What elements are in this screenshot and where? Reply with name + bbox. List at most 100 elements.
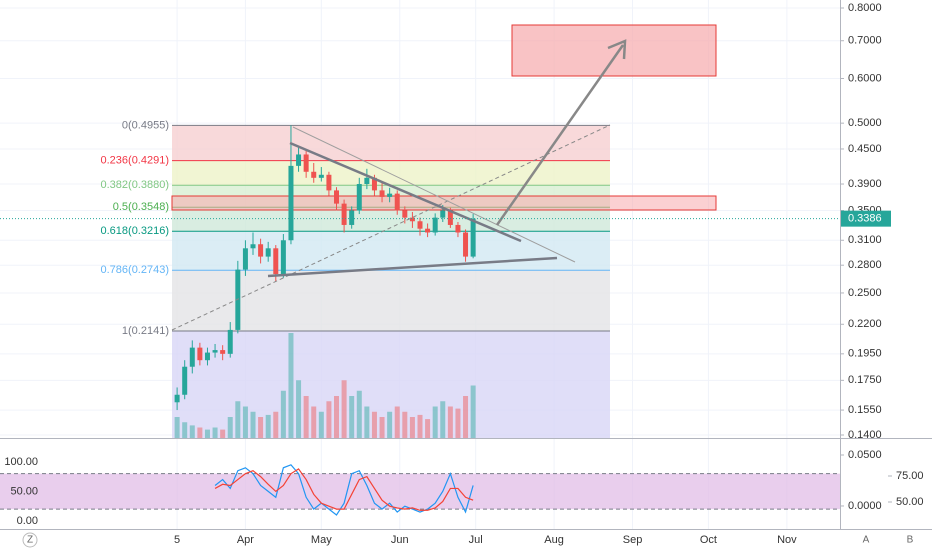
toolbar-button[interactable]	[22, 532, 38, 548]
x-tick-label: Oct	[700, 534, 717, 546]
fib-label: 0(0.4955)	[122, 119, 169, 131]
candle-body	[303, 154, 309, 172]
volume-bar	[235, 401, 241, 438]
toolbar-label[interactable]: B	[907, 535, 914, 546]
osc-tick-label: 0.00	[17, 515, 38, 527]
candle-body	[235, 269, 241, 330]
volume-bar	[417, 414, 423, 438]
fib-label: 0.618(0.3216)	[101, 225, 170, 237]
volume-bar	[318, 411, 324, 438]
osc-line	[214, 468, 474, 511]
volume	[174, 333, 476, 438]
candle-body	[463, 232, 469, 257]
x-tick-label: Jul	[469, 534, 483, 546]
x-tick-label: Nov	[777, 534, 797, 546]
candle-body	[265, 248, 271, 257]
fib-retracement: 0(0.4955) 0.236(0.4291) 0.382(0.3880) 0.5(0…	[101, 119, 610, 438]
resistance-box	[171, 195, 717, 211]
candle-body	[379, 190, 385, 197]
y-tick-label: 0.8000	[848, 2, 882, 14]
y-tick-label: 0.2200	[848, 318, 882, 330]
candle-body	[280, 240, 286, 275]
candle-body	[227, 329, 233, 354]
x-tick-label: Jun	[391, 534, 409, 546]
upper-trend-line	[289, 141, 522, 243]
volume-bar	[409, 417, 415, 438]
candle-body	[394, 193, 400, 211]
candle-body	[174, 394, 180, 403]
fib-zone	[172, 160, 610, 186]
candle-body	[455, 224, 461, 233]
osc-band	[0, 473, 840, 510]
candle-body	[440, 210, 446, 218]
x-tick-label: 5	[174, 534, 180, 546]
osc-tick-label: 50.00	[10, 485, 38, 497]
candle-body	[447, 210, 453, 225]
volume-bar	[311, 406, 317, 438]
volume-bar	[371, 411, 377, 438]
candle-body	[197, 347, 203, 361]
last-price-box	[841, 210, 891, 227]
volume-bar	[447, 406, 453, 438]
osc-line	[214, 464, 474, 516]
candle-body	[371, 177, 377, 191]
volume-bar	[212, 427, 218, 438]
volume-bar	[204, 429, 210, 438]
candle-body	[417, 221, 423, 229]
volume-bar	[242, 406, 248, 438]
candles	[174, 125, 476, 411]
candle-body	[470, 218, 476, 257]
y-tick-label: 0.2800	[848, 259, 882, 271]
fib-zone	[172, 125, 610, 161]
volume-bar	[455, 408, 461, 438]
candle-body	[204, 352, 210, 361]
candle-body	[258, 244, 264, 257]
toolbar-label[interactable]: A	[863, 535, 870, 546]
candle-body	[341, 203, 347, 225]
volume-bar	[349, 396, 355, 438]
fib-label: 0.236(0.4291)	[101, 155, 170, 167]
y-tick-label: 0.5000	[848, 117, 882, 129]
candle-body	[311, 171, 317, 178]
volume-bar	[288, 333, 294, 438]
arrow-head	[607, 39, 627, 60]
target-box	[511, 24, 717, 77]
lower-trend-line	[267, 256, 558, 278]
fib-label: 1(0.2141)	[122, 325, 169, 337]
candle-body	[212, 350, 218, 353]
last-price-label: 0.3386	[848, 213, 882, 225]
volume-bar	[432, 406, 438, 438]
volume-bar	[402, 411, 408, 438]
candle-body	[242, 248, 248, 270]
osc-tick-label: 100.00	[4, 456, 38, 468]
volume-bar	[258, 417, 264, 438]
y-tick-label: 0.1750	[848, 374, 882, 386]
volume-bar	[174, 417, 180, 438]
volume-bar	[296, 380, 302, 438]
candle-body	[432, 217, 438, 233]
candle-body	[409, 217, 415, 222]
volume-bar	[280, 390, 286, 438]
volume-bar	[364, 406, 370, 438]
oscillator	[0, 464, 840, 516]
toolbar-label[interactable]: Z	[27, 535, 33, 546]
candle-body	[273, 248, 279, 275]
volume-bar	[334, 396, 340, 438]
projection-arrow	[495, 44, 625, 226]
volume-bar	[394, 406, 400, 438]
volume-bar	[341, 380, 347, 438]
x-tick-label: Sep	[623, 534, 643, 546]
volume-bar	[189, 425, 195, 438]
y3-tick-label: 50.00	[896, 496, 924, 508]
volume-bar	[463, 396, 469, 438]
volume-bar	[250, 411, 256, 438]
candle-body	[296, 154, 302, 166]
volume-bar	[303, 396, 309, 438]
fib-label: 0.786(0.2743)	[101, 264, 170, 276]
y3-tick-label: 75.00	[896, 470, 924, 482]
y-tick-label: 0.2500	[848, 287, 882, 299]
fib-label: 0.5(0.3548)	[113, 201, 169, 213]
volume-bar	[326, 401, 332, 438]
